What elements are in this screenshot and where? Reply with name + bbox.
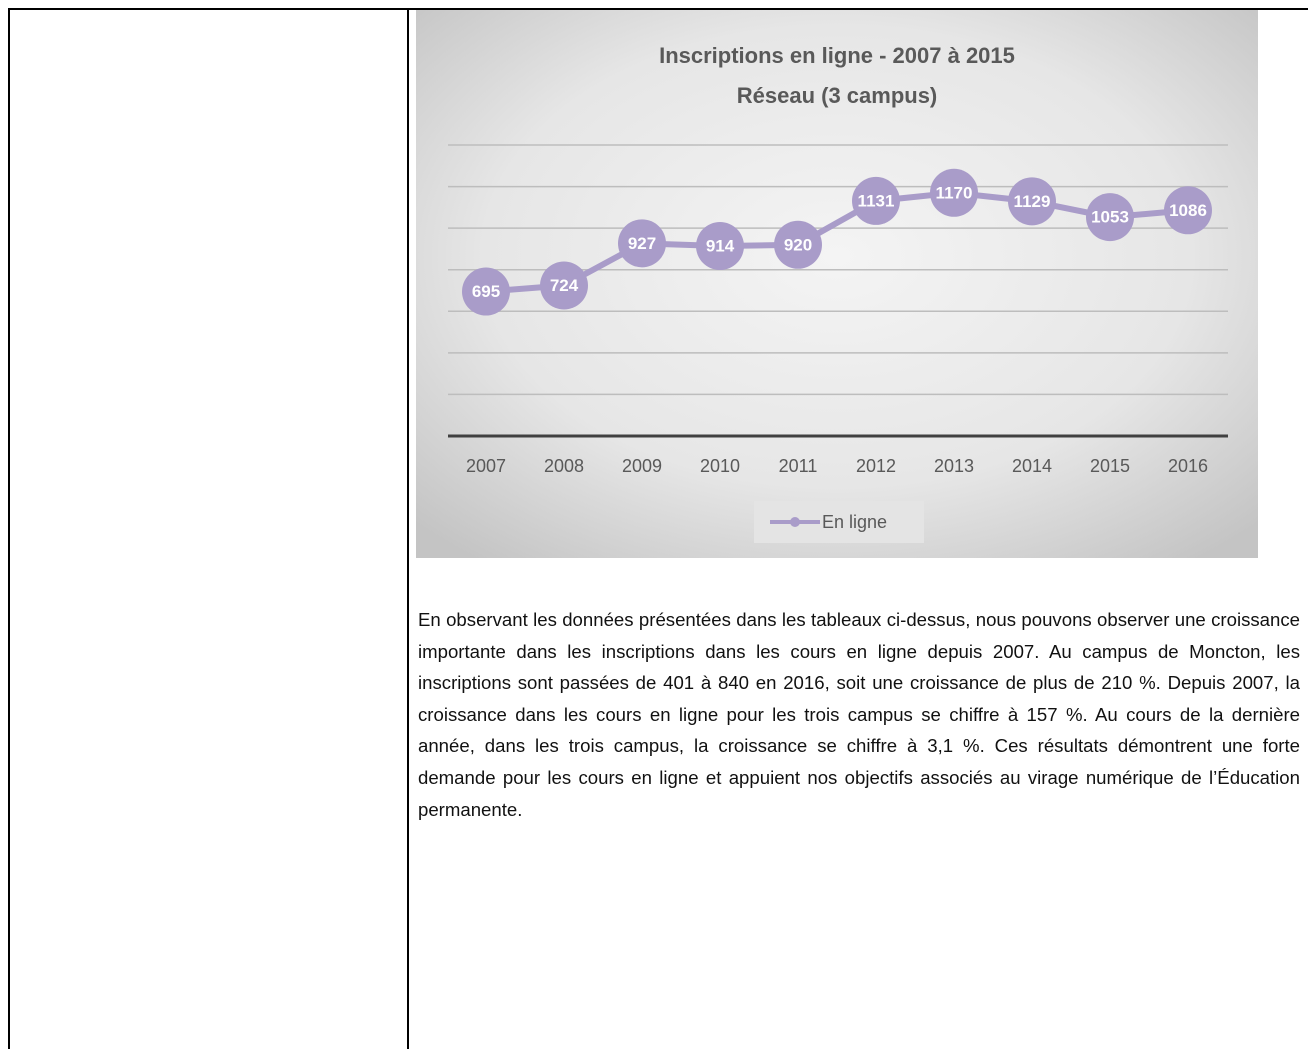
- data-label: 1170: [936, 183, 973, 202]
- chart-title: Inscriptions en ligne - 2007 à 2015: [659, 43, 1015, 68]
- legend-label: En ligne: [822, 512, 887, 532]
- x-tick-label: 2011: [779, 456, 818, 476]
- x-tick-label: 2015: [1090, 456, 1130, 476]
- data-label: 724: [550, 276, 579, 295]
- data-marker: [774, 220, 822, 269]
- data-marker: [618, 219, 666, 268]
- data-line: [485, 189, 1189, 295]
- x-tick-label: 2009: [622, 456, 662, 476]
- legend-marker: [790, 517, 800, 527]
- data-label: 927: [628, 234, 656, 253]
- x-tick-label: 2014: [1012, 456, 1052, 476]
- x-tick-label: 2016: [1168, 456, 1208, 476]
- chart-subtitle: Réseau (3 campus): [737, 83, 938, 108]
- data-marker: [462, 267, 510, 316]
- x-tick-label: 2010: [700, 456, 740, 476]
- data-marker: [852, 176, 900, 225]
- data-marker: [1008, 177, 1056, 226]
- data-label: 1131: [858, 191, 895, 210]
- data-marker: [696, 222, 744, 271]
- x-tick-label: 2013: [934, 456, 974, 476]
- table-divider: [407, 8, 409, 1049]
- data-label: 914: [706, 237, 735, 256]
- x-tick-label: 2008: [544, 456, 584, 476]
- data-marker: [540, 261, 588, 310]
- data-marker: [930, 168, 978, 217]
- data-label: 1053: [1091, 208, 1129, 227]
- chart: Inscriptions en ligne - 2007 à 2015 Rése…: [416, 10, 1258, 558]
- x-tick-label: 2007: [466, 456, 506, 476]
- data-label: 1129: [1014, 192, 1051, 211]
- data-marker: [1164, 186, 1212, 235]
- table-border-top: [8, 8, 1308, 10]
- x-tick-label: 2012: [856, 456, 896, 476]
- paragraph: En observant les données présentées dans…: [418, 609, 1300, 820]
- table-border-left: [8, 8, 10, 1049]
- data-label: 1086: [1169, 201, 1207, 220]
- data-label: 920: [784, 235, 812, 254]
- data-label: 695: [472, 282, 500, 301]
- data-marker: [1086, 193, 1134, 242]
